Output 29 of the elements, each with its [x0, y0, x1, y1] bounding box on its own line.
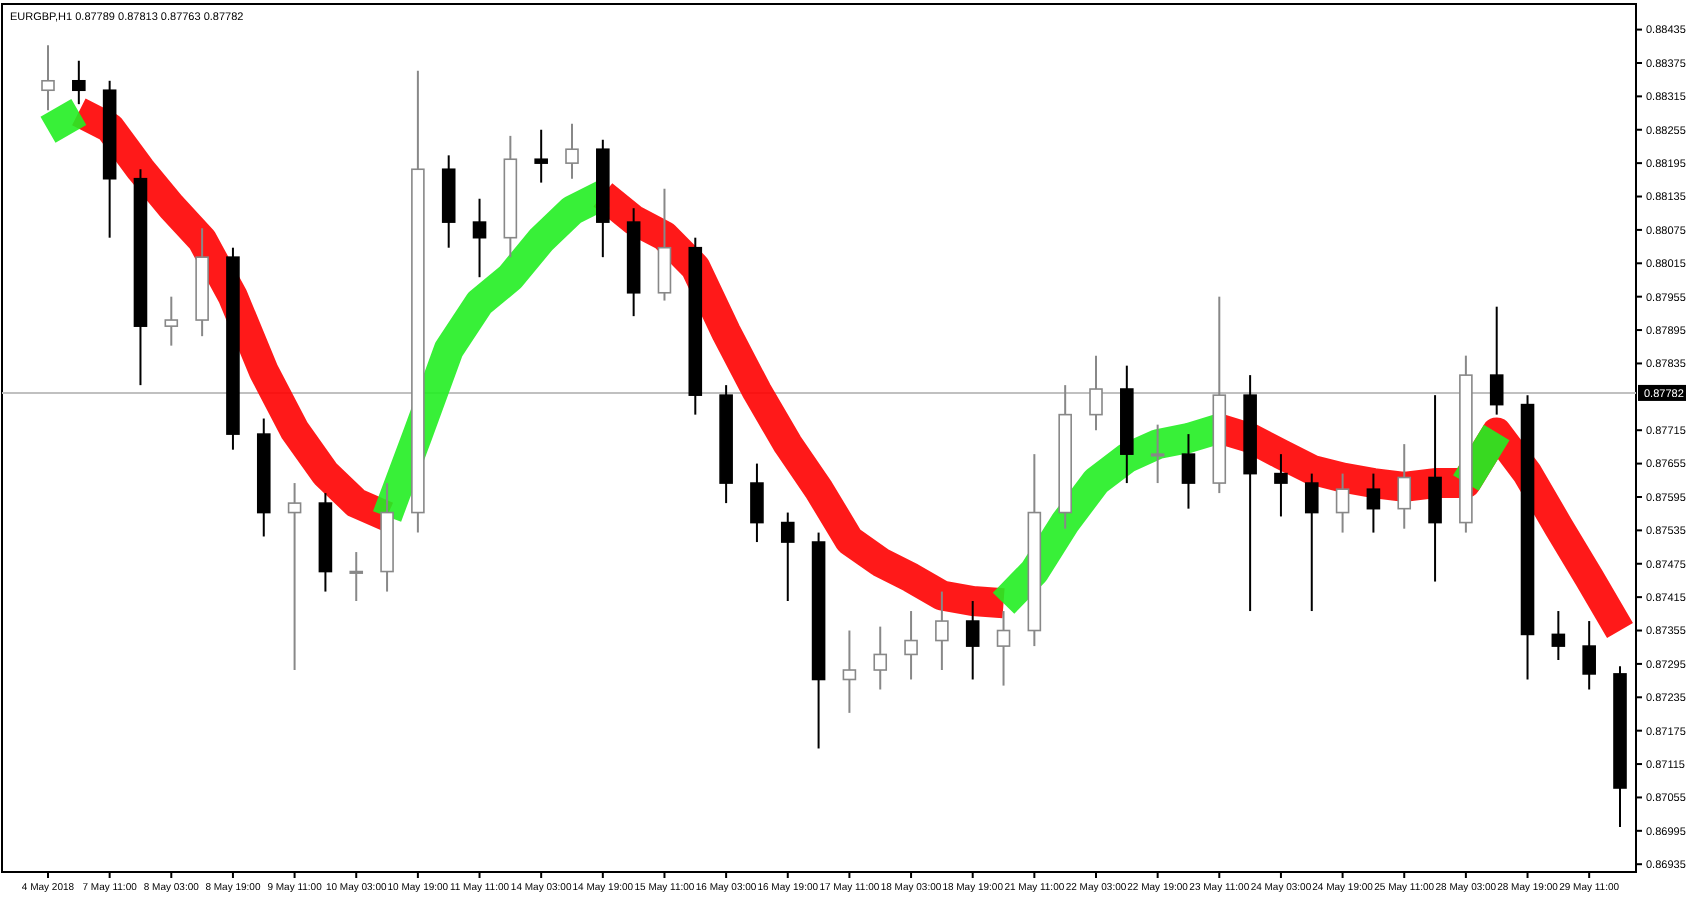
- candlestick: [472, 197, 487, 279]
- candlestick: [1150, 423, 1165, 485]
- candlestick: [287, 482, 302, 672]
- candlestick: [1335, 472, 1350, 534]
- candlestick: [1089, 354, 1103, 432]
- candlestick: [935, 590, 949, 672]
- candlestick: [1551, 610, 1566, 662]
- candlestick: [1304, 472, 1319, 613]
- candlestick: [1366, 472, 1381, 534]
- candlestick: [842, 629, 857, 714]
- candlestick: [1489, 305, 1504, 416]
- candlestick: [41, 44, 55, 112]
- candlestick: [1274, 453, 1288, 518]
- candlestick: [750, 462, 764, 544]
- candlestick: [965, 600, 980, 681]
- candlestick: [1428, 394, 1442, 583]
- candlestick: [72, 59, 86, 106]
- candlestick: [904, 610, 918, 681]
- candlestick: [1181, 433, 1196, 510]
- candlestick: [534, 128, 548, 184]
- candlestick: [164, 295, 179, 347]
- candlestick: [873, 625, 888, 691]
- candlestick: [657, 187, 672, 302]
- candlestick: [780, 511, 795, 603]
- candlestick: [349, 551, 364, 603]
- candlestick: [1582, 620, 1596, 691]
- candlestick: [1397, 443, 1412, 530]
- candlestick: [996, 610, 1011, 687]
- candlestick: [565, 122, 579, 180]
